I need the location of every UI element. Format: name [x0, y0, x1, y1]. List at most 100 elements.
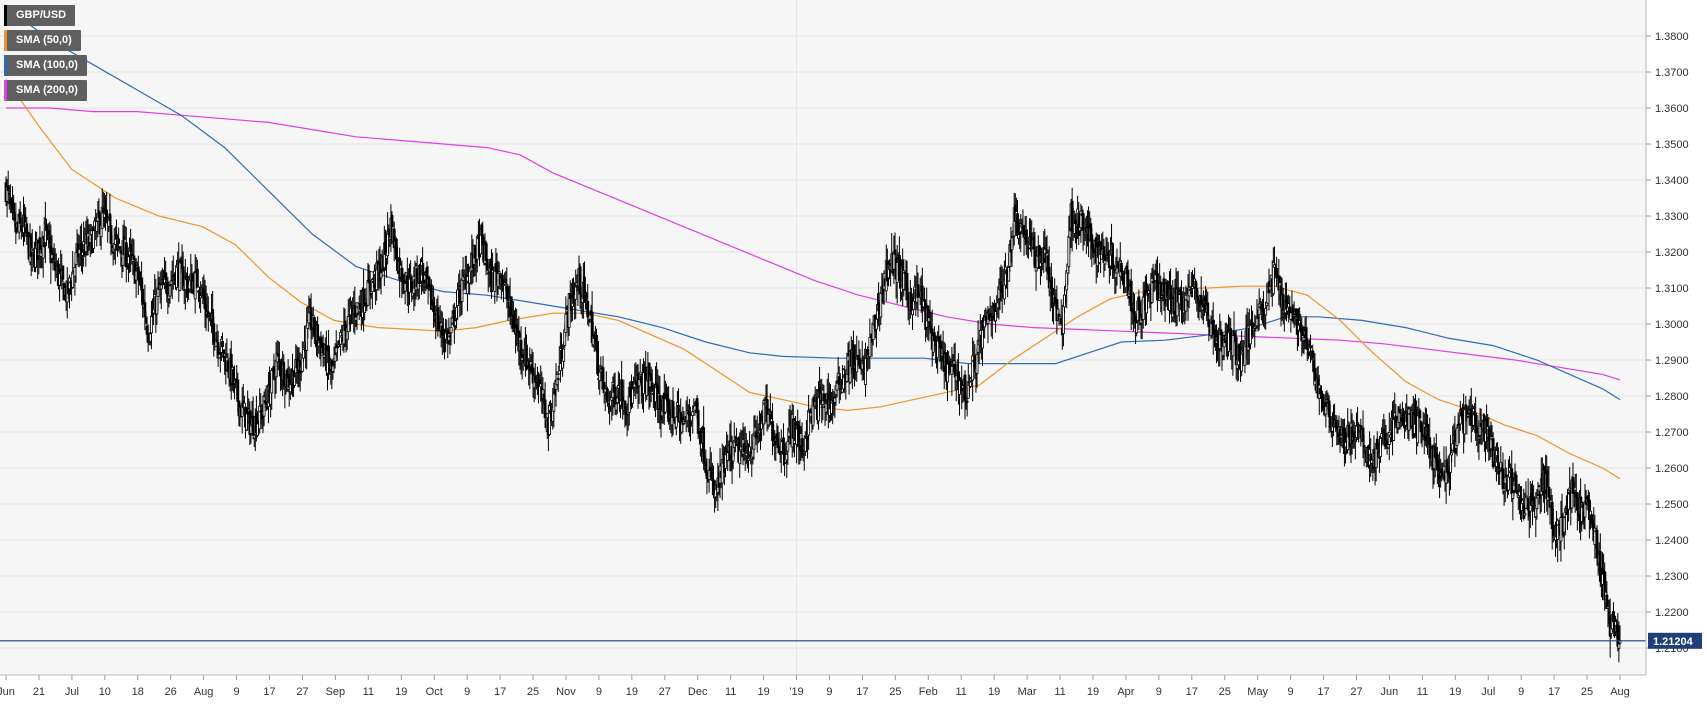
x-tick-label: 11 [956, 686, 967, 698]
candle-body [327, 345, 330, 364]
candle-body [449, 326, 453, 334]
candle-body [333, 354, 337, 362]
candle-body [270, 370, 274, 394]
candle-body [212, 323, 216, 343]
candle-body [1206, 302, 1210, 316]
legend-item-sma200[interactable]: SMA (200,0) [4, 80, 87, 101]
candle-body [1418, 410, 1422, 419]
candle-body [143, 302, 147, 318]
plot-area[interactable] [0, 0, 1646, 675]
x-tick-label: 17 [494, 686, 506, 698]
x-tick-label: 25 [1581, 686, 1593, 698]
candle-body [61, 265, 65, 280]
x-tick-label: Aug [1610, 686, 1630, 698]
candle-body [117, 238, 121, 244]
x-tick-label: 27 [296, 686, 308, 698]
candle-body [525, 344, 528, 369]
legend-label: SMA (100,0) [16, 59, 78, 71]
y-tick-label: 1.2600 [1655, 463, 1689, 475]
candle-body [105, 209, 109, 220]
candle-body [1187, 286, 1191, 297]
candle-body [702, 427, 706, 464]
x-tick-label: Mar [1018, 686, 1037, 698]
candlesticks [4, 170, 1622, 663]
x-tick-label: 21 [33, 686, 45, 698]
x-tick-label: Apr [1117, 686, 1134, 698]
x-tick-label: 17 [1186, 686, 1198, 698]
candle-body [1532, 496, 1536, 509]
legend-item-gbpusd[interactable]: GBP/USD [4, 5, 76, 26]
x-tick-label: 19 [1087, 686, 1099, 698]
candle-body [623, 400, 627, 412]
y-tick-label: 1.3100 [1655, 283, 1689, 295]
candle-body [110, 245, 114, 248]
y-tick-label: 1.3500 [1655, 139, 1689, 151]
candle-body [920, 285, 924, 312]
candle-body [994, 311, 998, 322]
y-tick-label: 1.3400 [1655, 175, 1689, 187]
candle-body [150, 315, 153, 334]
legend-item-sma50[interactable]: SMA (50,0) [4, 30, 81, 51]
x-tick-label: 17 [1548, 686, 1560, 698]
candle-body [637, 379, 641, 387]
candle-body [119, 249, 123, 254]
sma-200-line [6, 107, 1621, 381]
candle-body [747, 458, 750, 461]
candle-body [1398, 408, 1402, 414]
candle-body [1264, 307, 1268, 316]
candle-body [586, 301, 590, 318]
candle-body [1523, 512, 1527, 516]
x-tick-label: Feb [919, 686, 938, 698]
x-tick-label: 18 [132, 686, 144, 698]
candle-body [1463, 409, 1467, 435]
candle-body [981, 329, 984, 349]
sma-50-path [5, 78, 1621, 480]
candle-body [1007, 267, 1011, 282]
candle-body [638, 371, 642, 375]
x-axis-ticks: Jun 21 Jul 10 18 26 Aug 9 17 27 Sep 11 19 Oct 9 17 25 Nov… [0, 675, 1630, 698]
y-tick-label: 1.3300 [1655, 211, 1689, 223]
candle-body [302, 349, 305, 359]
x-tick-label: Jun [0, 686, 15, 698]
candle-body [1191, 286, 1194, 289]
candle-body [1559, 517, 1563, 542]
candle-body [1103, 260, 1107, 265]
last-price-badge: 1.21204 [1648, 632, 1702, 649]
candle-body [307, 311, 311, 324]
legend-item-sma100[interactable]: SMA (100,0) [4, 55, 87, 76]
candle-body [786, 441, 790, 452]
candle-body [965, 400, 969, 403]
last-price-value: 1.21204 [1653, 636, 1694, 648]
candle-body [1112, 264, 1116, 269]
candle-body [893, 249, 897, 255]
x-tick-label: Nov [556, 686, 576, 698]
candle-body [12, 202, 16, 214]
candle-body [132, 255, 136, 260]
x-tick-label: 11 [363, 686, 374, 698]
x-tick-label: 11 [725, 686, 736, 698]
candle-body [606, 388, 609, 403]
candle-body [387, 229, 391, 235]
legend-swatch [4, 55, 7, 76]
candle-body [1379, 438, 1382, 458]
candle-body [969, 381, 972, 387]
candle-body [807, 410, 811, 436]
candle-body [502, 284, 505, 286]
x-tick-label: 9 [464, 686, 470, 698]
candle-body [466, 276, 469, 294]
legend-label: GBP/USD [16, 9, 67, 21]
x-tick-label: 25 [527, 686, 539, 698]
candle-body [1362, 444, 1366, 448]
legend-swatch [4, 5, 7, 26]
y-tick-label: 1.2400 [1655, 535, 1689, 547]
sma-200-path [6, 107, 1621, 381]
candle-body [1133, 311, 1136, 314]
candle-body [868, 337, 872, 358]
x-tick-label: 19 [988, 686, 1000, 698]
candle-body [1595, 529, 1599, 559]
candle-body [1281, 294, 1285, 311]
candle-body [923, 299, 926, 302]
legend-swatch [4, 30, 7, 51]
candle-body [497, 271, 501, 274]
